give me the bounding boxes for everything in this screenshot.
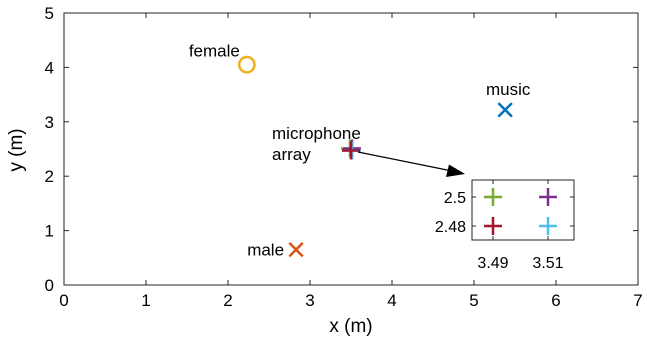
x-tick-label: 3 <box>305 291 314 310</box>
male-label: male <box>247 241 284 260</box>
mic-marker-red <box>342 141 360 160</box>
x-tick-label: 2 <box>223 291 232 310</box>
female-label: female <box>189 42 240 61</box>
x-axis-label: x (m) <box>329 316 372 337</box>
inset-mic-marker <box>484 188 502 206</box>
female-marker <box>237 55 256 74</box>
arrow-shaft <box>357 151 453 172</box>
inset-zoom: 3.49 3.51 2.5 2.48 <box>435 179 575 272</box>
inset-y-tick-label: 2.5 <box>444 190 466 207</box>
x-tick-label: 1 <box>141 291 150 310</box>
inset-x-tick-label: 3.51 <box>532 255 563 272</box>
x-tick-label: 5 <box>469 291 478 310</box>
y-tick-label: 2 <box>45 167 54 186</box>
plot-frame <box>63 12 639 286</box>
microphone-label-line1: microphone <box>272 124 361 143</box>
data-points: female male music microphone array <box>189 42 531 260</box>
x-tick-label: 0 <box>59 291 68 310</box>
inset-frame <box>471 179 575 241</box>
arrow-head <box>446 164 465 177</box>
axis-ticks: 0 1 2 3 4 5 6 7 0 1 2 3 4 5 <box>45 4 643 310</box>
y-tick-label: 4 <box>45 58 54 77</box>
y-tick-label: 5 <box>45 4 54 23</box>
y-axis-label: y (m) <box>6 128 27 171</box>
music-label: music <box>486 80 531 99</box>
x-tick-label: 4 <box>387 291 396 310</box>
y-tick-label: 1 <box>45 222 54 241</box>
inset-mic-marker <box>539 188 557 206</box>
annotation-arrow <box>357 151 465 177</box>
male-marker <box>288 242 304 258</box>
inset-y-tick-label: 2.48 <box>435 219 466 236</box>
x-tick-label: 7 <box>633 291 642 310</box>
x-tick-label: 6 <box>551 291 560 310</box>
plot-axes <box>63 12 639 286</box>
y-tick-label: 0 <box>45 276 54 295</box>
music-marker <box>497 102 513 118</box>
inset-mic-marker <box>484 217 502 235</box>
inset-x-tick-label: 3.49 <box>477 255 508 272</box>
y-tick-label: 3 <box>45 113 54 132</box>
microphone-label-line2: array <box>272 145 311 164</box>
inset-mic-marker <box>539 217 557 235</box>
